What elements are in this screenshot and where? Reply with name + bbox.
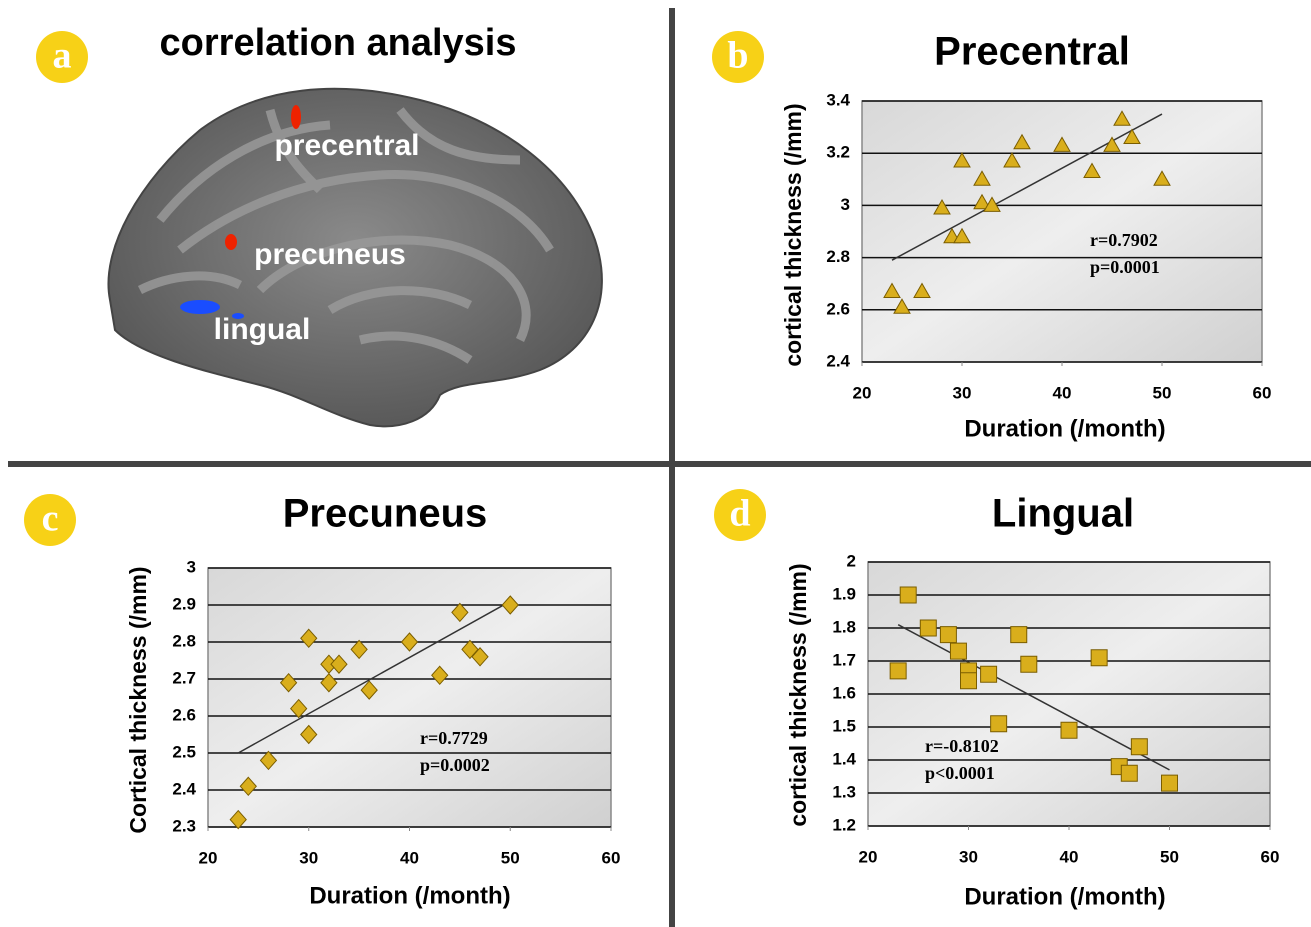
x-tick-label: 50	[1160, 847, 1179, 866]
y-tick-label: 1.5	[832, 716, 856, 735]
x-tick-label: 40	[1060, 847, 1079, 866]
y-tick-label: 2.4	[826, 351, 850, 370]
y-axis-label: cortical thickness (/mm)	[780, 103, 806, 366]
figure: a correlation analysis precentral precun…	[0, 0, 1311, 927]
y-tick-label: 3.2	[826, 143, 850, 162]
region-label: precuneus	[254, 238, 406, 271]
chart-title: Precuneus	[283, 492, 488, 536]
plot-area	[208, 568, 611, 827]
x-tick-label: 40	[1053, 383, 1072, 402]
y-tick-label: 3	[187, 557, 196, 576]
x-tick-label: 60	[602, 848, 621, 867]
data-point	[981, 666, 997, 682]
data-point	[991, 716, 1007, 732]
y-axis-label: cortical thickness (/mm)	[785, 563, 811, 826]
y-tick-label: 1.7	[832, 650, 856, 669]
y-tick-label: 3.4	[826, 90, 850, 109]
annotation: p=0.0001	[1090, 257, 1160, 277]
data-point	[1021, 656, 1037, 672]
data-point	[920, 620, 936, 636]
y-tick-label: 1.2	[832, 815, 856, 834]
y-tick-label: 2.6	[172, 705, 196, 724]
data-point	[1091, 650, 1107, 666]
panel-letter: d	[729, 493, 750, 535]
data-point	[1162, 775, 1178, 791]
data-point	[1121, 765, 1137, 781]
x-tick-label: 50	[501, 848, 520, 867]
x-tick-label: 20	[859, 847, 878, 866]
y-tick-label: 2.4	[172, 779, 196, 798]
data-point	[950, 643, 966, 659]
y-tick-label: 2.3	[172, 816, 196, 835]
y-tick-label: 1.4	[832, 749, 856, 768]
y-tick-label: 2.9	[172, 594, 196, 613]
chart-title: Precentral	[934, 30, 1130, 74]
x-axis-label: Duration (/month)	[964, 415, 1165, 442]
annotation: p=0.0002	[420, 755, 490, 775]
annotation: r=-0.8102	[925, 736, 999, 756]
annotation: p<0.0001	[925, 763, 995, 783]
data-point	[890, 663, 906, 679]
x-tick-label: 60	[1261, 847, 1280, 866]
data-point	[1011, 627, 1027, 643]
x-tick-label: 30	[959, 847, 978, 866]
y-axis-label: Cortical thickness (/mm)	[125, 566, 151, 833]
y-tick-label: 2.8	[826, 247, 850, 266]
x-tick-label: 20	[853, 383, 872, 402]
divider	[669, 8, 675, 927]
x-tick-label: 20	[199, 848, 218, 867]
panel-letter: c	[42, 498, 59, 540]
divider	[8, 461, 1311, 467]
y-tick-label: 2.5	[172, 742, 196, 761]
annotation: r=0.7902	[1090, 230, 1158, 250]
data-point	[940, 627, 956, 643]
y-tick-label: 2.7	[172, 668, 196, 687]
x-tick-label: 40	[400, 848, 419, 867]
y-tick-label: 2	[847, 551, 856, 570]
y-tick-label: 1.3	[832, 782, 856, 801]
panel-letter: a	[53, 35, 72, 77]
x-axis-label: Duration (/month)	[309, 882, 510, 909]
y-tick-label: 2.8	[172, 631, 196, 650]
x-axis-label: Duration (/month)	[964, 883, 1165, 910]
y-tick-label: 3	[841, 195, 850, 214]
y-tick-label: 1.6	[832, 683, 856, 702]
region-label: lingual	[214, 313, 311, 346]
y-tick-label: 1.8	[832, 617, 856, 636]
x-tick-label: 50	[1153, 383, 1172, 402]
annotation: r=0.7729	[420, 728, 488, 748]
data-point	[961, 673, 977, 689]
panel-title: correlation analysis	[160, 22, 517, 64]
data-point	[1061, 722, 1077, 738]
y-tick-label: 2.6	[826, 299, 850, 318]
region-label: precentral	[274, 129, 419, 162]
panel-letter: b	[727, 35, 748, 77]
x-tick-label: 30	[953, 383, 972, 402]
y-tick-label: 1.9	[832, 584, 856, 603]
data-point	[1131, 739, 1147, 755]
x-tick-label: 60	[1253, 383, 1272, 402]
data-point	[900, 587, 916, 603]
x-tick-label: 30	[299, 848, 318, 867]
chart-title: Lingual	[992, 492, 1134, 536]
